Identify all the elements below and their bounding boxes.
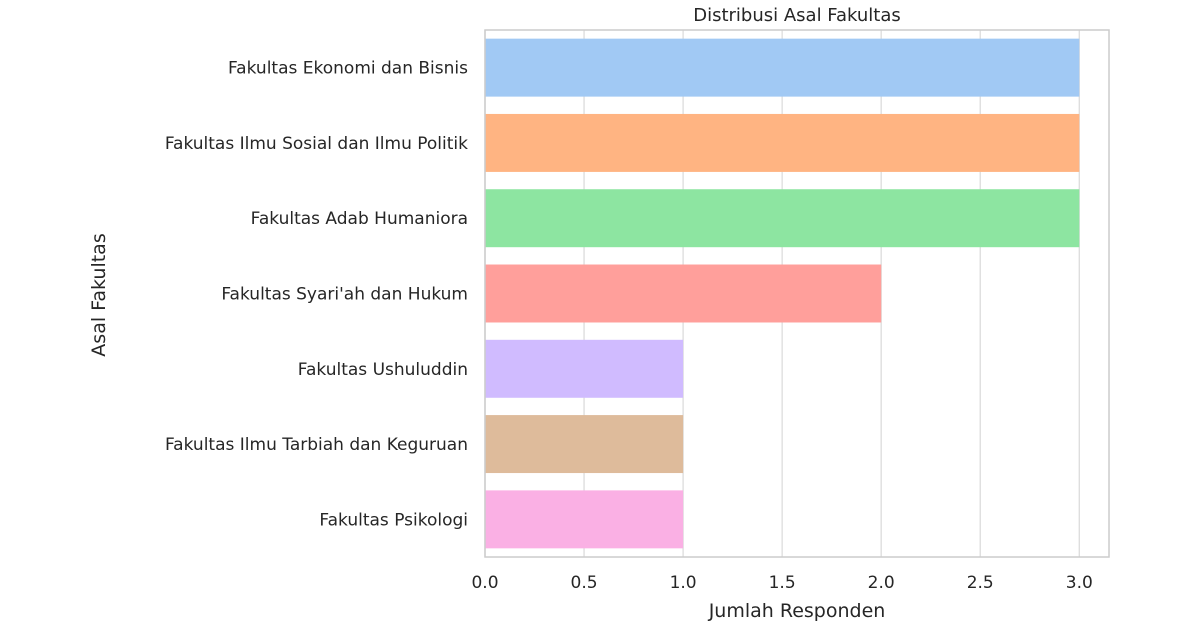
y-tick-label: Fakultas Ilmu Tarbiah dan Keguruan bbox=[165, 435, 468, 455]
y-tick-labels: Fakultas Ekonomi dan Bisnis Fakultas Ilmu… bbox=[165, 59, 468, 531]
x-tick-label: 1.5 bbox=[769, 573, 796, 593]
x-tick-labels: 0.0 0.5 1.0 1.5 2.0 2.5 3.0 bbox=[471, 573, 1092, 593]
bar bbox=[485, 415, 684, 474]
x-tick-label: 2.5 bbox=[967, 573, 994, 593]
y-tick-label: Fakultas Ushuluddin bbox=[298, 360, 468, 380]
bar bbox=[485, 339, 684, 398]
bar bbox=[485, 189, 1080, 248]
x-tick-label: 2.0 bbox=[868, 573, 895, 593]
bar bbox=[485, 38, 1080, 97]
bar bbox=[485, 490, 684, 549]
x-tick-label: 0.0 bbox=[471, 573, 498, 593]
x-axis-label: Jumlah Responden bbox=[708, 600, 886, 622]
y-axis-label: Asal Fakultas bbox=[88, 233, 110, 356]
x-tick-label: 1.0 bbox=[670, 573, 697, 593]
x-tick-label: 3.0 bbox=[1066, 573, 1093, 593]
y-tick-label: Fakultas Psikologi bbox=[319, 510, 468, 530]
chart-title: Distribusi Asal Fakultas bbox=[693, 5, 901, 26]
x-tick-label: 0.5 bbox=[571, 573, 598, 593]
bar bbox=[485, 264, 882, 323]
plot-frame bbox=[484, 29, 1110, 558]
y-tick-label: Fakultas Adab Humaniora bbox=[251, 209, 468, 229]
y-tick-label: Fakultas Ekonomi dan Bisnis bbox=[228, 59, 468, 79]
y-tick-label: Fakultas Ilmu Sosial dan Ilmu Politik bbox=[165, 134, 468, 154]
y-tick-label: Fakultas Syari'ah dan Hukum bbox=[221, 285, 468, 305]
bar bbox=[485, 113, 1080, 172]
bars bbox=[485, 38, 1080, 549]
